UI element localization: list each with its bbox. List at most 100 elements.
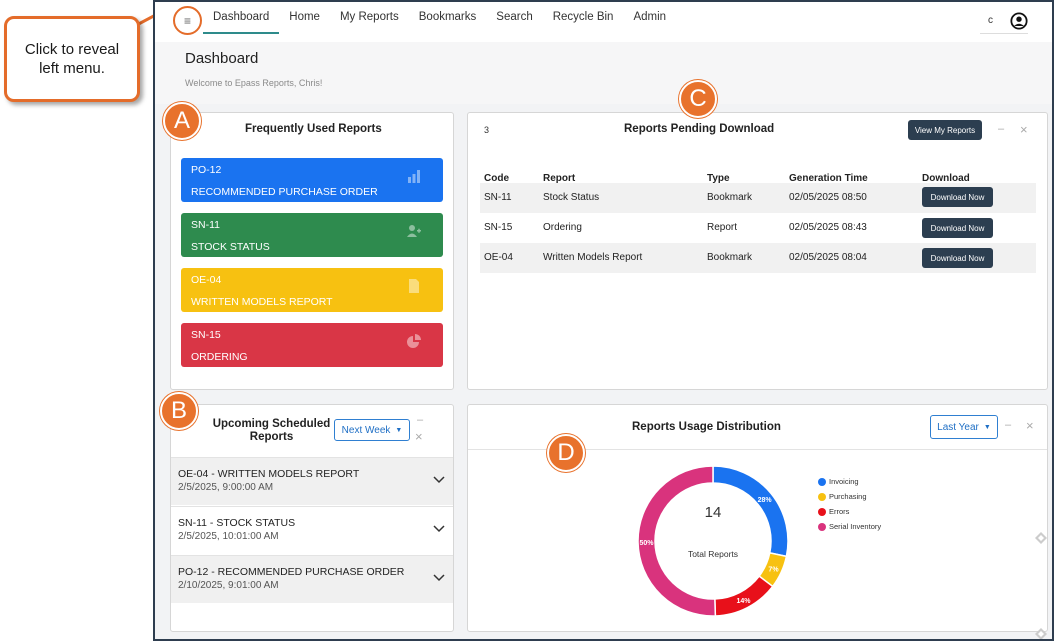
- card-divider: [468, 449, 1047, 450]
- caret-down-icon: ▼: [983, 423, 991, 431]
- row-type: Bookmark: [707, 252, 753, 263]
- nav-my-reports[interactable]: My Reports: [339, 11, 399, 23]
- menu-icon[interactable]: ≡: [173, 6, 202, 35]
- legend-swatch: [818, 492, 826, 501]
- tile-sn-15[interactable]: SN-15 ORDERING: [181, 323, 443, 367]
- close-icon[interactable]: ×: [1020, 122, 1028, 137]
- nav-admin[interactable]: Admin: [633, 11, 667, 23]
- scheduled-report-date: 2/5/2025, 10:01:00 AM: [178, 531, 279, 542]
- badge-b: B: [160, 392, 198, 430]
- welcome-message: Welcome to Epass Reports, Chris!: [185, 78, 323, 88]
- page-header: Dashboard Welcome to Epass Reports, Chri…: [155, 42, 1052, 104]
- usage-title: Reports Usage Distribution: [632, 421, 781, 433]
- row-type: Bookmark: [707, 192, 753, 203]
- diamond-icon: [1035, 532, 1047, 544]
- close-icon[interactable]: ×: [415, 429, 423, 444]
- top-nav: ≡ Dashboard Home My Reports Bookmarks Se…: [155, 2, 1052, 42]
- download-now-button[interactable]: Download Now: [922, 248, 993, 268]
- col-download: Download: [922, 173, 970, 184]
- chevron-down-icon[interactable]: [433, 574, 445, 582]
- page-title: Dashboard: [185, 50, 259, 67]
- donut-slice-serial-inventory[interactable]: [637, 465, 717, 617]
- minimize-icon[interactable]: –: [1005, 419, 1012, 431]
- view-my-reports-button[interactable]: View My Reports: [908, 120, 982, 140]
- dropdown-value: Last Year: [937, 421, 979, 433]
- row-type: Report: [707, 222, 738, 233]
- row-report: Ordering: [543, 222, 582, 233]
- minimize-icon[interactable]: –: [998, 123, 1005, 135]
- chevron-down-icon[interactable]: [433, 525, 445, 533]
- user-menu[interactable]: c: [980, 8, 1028, 34]
- pending-count: 3: [484, 125, 490, 135]
- legend-swatch: [818, 522, 826, 531]
- col-generation-time: Generation Time: [789, 173, 868, 184]
- tile-code: SN-15: [191, 329, 221, 341]
- chevron-down-icon[interactable]: [433, 476, 445, 484]
- list-item[interactable]: OE-04 - WRITTEN MODELS REPORT 2/5/2025, …: [171, 457, 453, 505]
- download-now-button[interactable]: Download Now: [922, 218, 993, 238]
- donut-slice-invoicing[interactable]: [712, 465, 789, 558]
- badge-c: C: [679, 80, 717, 118]
- upcoming-title-line1: Upcoming Scheduled: [212, 418, 331, 430]
- legend-label: Invoicing: [829, 477, 859, 486]
- row-time: 02/05/2025 08:04: [789, 252, 867, 263]
- legend-item-invoicing[interactable]: Invoicing: [818, 477, 859, 486]
- legend-item-purchasing[interactable]: Purchasing: [818, 492, 867, 501]
- caret-down-icon: ▼: [395, 426, 403, 434]
- tile-name: RECOMMENDED PURCHASE ORDER: [191, 186, 378, 198]
- frequently-used-card: Frequently Used Reports PO-12 RECOMMENDE…: [170, 112, 454, 390]
- list-item[interactable]: PO-12 - RECOMMENDED PURCHASE ORDER 2/10/…: [171, 555, 453, 603]
- close-icon[interactable]: ×: [1026, 418, 1034, 433]
- legend-swatch: [818, 477, 826, 486]
- nav-bookmarks[interactable]: Bookmarks: [418, 11, 477, 23]
- donut-slice-label: 28%: [758, 497, 773, 504]
- donut-slice-label: 14%: [736, 598, 751, 605]
- usage-donut-chart: 28% 7% 14% 50% 14 Total Reports: [637, 465, 789, 617]
- legend-label: Purchasing: [829, 492, 867, 501]
- scheduled-report-title: OE-04 - WRITTEN MODELS REPORT: [178, 468, 360, 480]
- next-week-dropdown[interactable]: Next Week ▼: [334, 419, 410, 441]
- scheduled-report-date: 2/5/2025, 9:00:00 AM: [178, 482, 274, 493]
- row-report: Written Models Report: [543, 252, 643, 263]
- minimize-icon[interactable]: –: [417, 414, 424, 426]
- pie-chart-icon: [407, 334, 421, 348]
- tile-name: STOCK STATUS: [191, 241, 270, 253]
- tile-name: ORDERING: [191, 351, 248, 363]
- diamond-icon: [1035, 628, 1047, 639]
- nav-recycle-bin[interactable]: Recycle Bin: [552, 11, 614, 23]
- legend-item-errors[interactable]: Errors: [818, 507, 849, 516]
- user-initial: c: [988, 15, 993, 26]
- bar-chart-icon: [408, 170, 420, 183]
- row-time: 02/05/2025 08:50: [789, 192, 867, 203]
- scheduled-report-date: 2/10/2025, 9:01:00 AM: [178, 580, 279, 591]
- tile-sn-11[interactable]: SN-11 STOCK STATUS: [181, 213, 443, 257]
- row-code: SN-11: [484, 192, 512, 203]
- usage-distribution-card: Reports Usage Distribution Last Year ▼ –…: [467, 404, 1048, 632]
- list-item[interactable]: SN-11 - STOCK STATUS 2/5/2025, 10:01:00 …: [171, 506, 453, 554]
- nav-search[interactable]: Search: [496, 11, 533, 23]
- last-year-dropdown[interactable]: Last Year ▼: [930, 415, 998, 439]
- badge-a: A: [163, 102, 201, 140]
- pending-title: Reports Pending Download: [624, 123, 775, 135]
- download-now-button[interactable]: Download Now: [922, 187, 993, 207]
- legend-label: Errors: [829, 507, 850, 516]
- tile-oe-04[interactable]: OE-04 WRITTEN MODELS REPORT: [181, 268, 443, 312]
- user-add-icon: [407, 225, 421, 237]
- nav-dashboard[interactable]: Dashboard: [203, 2, 280, 34]
- tile-code: OE-04: [191, 274, 222, 286]
- frequently-used-title: Frequently Used Reports: [245, 123, 382, 135]
- donut-slice-errors[interactable]: [714, 575, 774, 617]
- legend-swatch: [818, 507, 826, 516]
- nav-home[interactable]: Home: [289, 11, 320, 23]
- tile-code: PO-12: [191, 164, 222, 176]
- tile-po-12[interactable]: PO-12 RECOMMENDED PURCHASE ORDER: [181, 158, 443, 202]
- callout-text: Click to reveal left menu.: [24, 41, 120, 77]
- row-time: 02/05/2025 08:43: [789, 222, 867, 233]
- donut-slice-label: 7%: [768, 567, 779, 574]
- total-reports-label: Total Reports: [688, 549, 738, 559]
- col-code: Code: [484, 173, 509, 184]
- legend-item-serial-inventory[interactable]: Serial Inventory: [818, 522, 881, 531]
- legend-label: Serial Inventory: [829, 522, 882, 531]
- document-icon: [409, 279, 419, 293]
